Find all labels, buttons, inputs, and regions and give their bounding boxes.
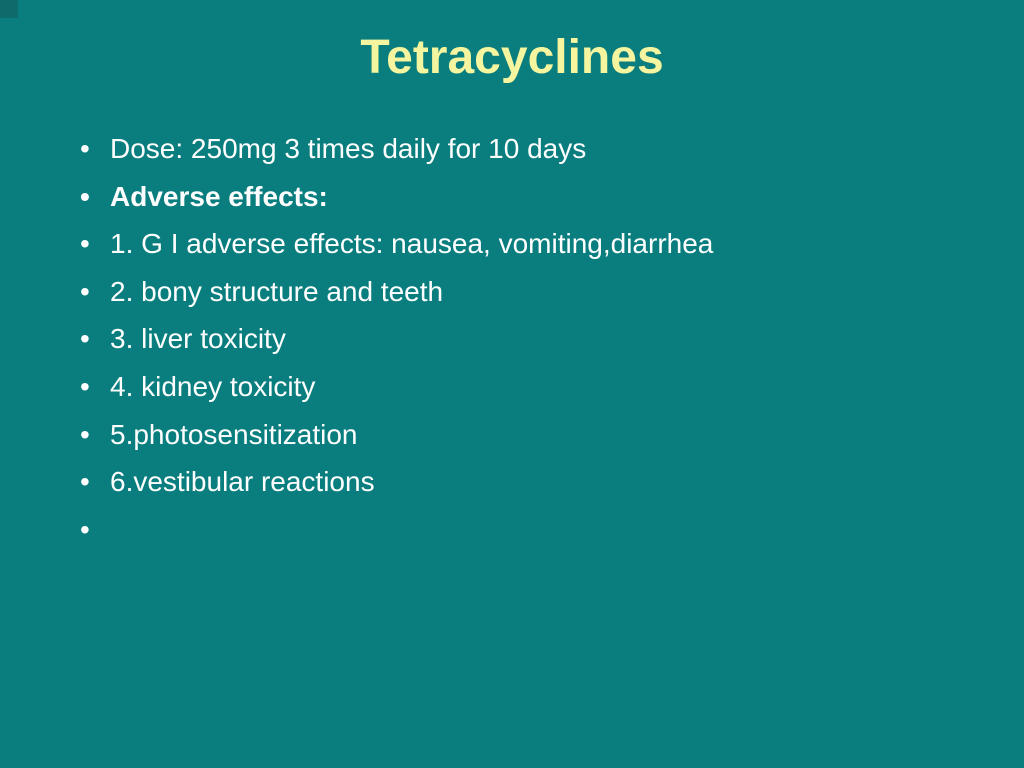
slide-container: Tetracyclines Dose: 250mg 3 times daily … [0, 0, 1024, 546]
bullet-item: 6.vestibular reactions [80, 458, 964, 506]
bullet-item: 3. liver toxicity [80, 315, 964, 363]
slide-title: Tetracyclines [60, 30, 964, 85]
bullet-item: 1. G I adverse effects: nausea, vomiting… [80, 220, 964, 268]
bullet-item: 5.photosensitization [80, 411, 964, 459]
bullet-item: Dose: 250mg 3 times daily for 10 days [80, 125, 964, 173]
bullet-item: 2. bony structure and teeth [80, 268, 964, 316]
bullet-item: 4. kidney toxicity [80, 363, 964, 411]
corner-accent [0, 0, 18, 18]
bullet-list: Dose: 250mg 3 times daily for 10 days Ad… [60, 125, 964, 506]
bullet-item: Adverse effects: [80, 173, 964, 221]
